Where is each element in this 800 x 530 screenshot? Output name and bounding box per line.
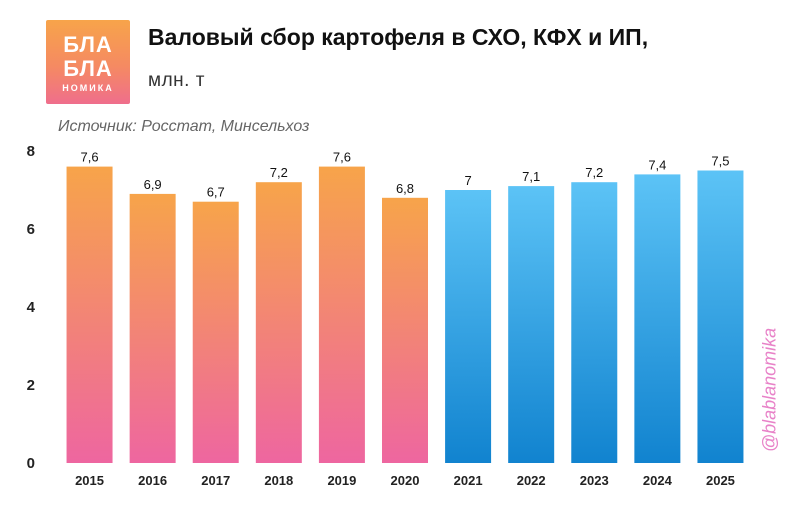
y-tick-label: 0	[27, 455, 35, 472]
value-label-2021: 7	[464, 173, 471, 188]
bar-2015	[66, 166, 113, 463]
x-tick-label-2023: 2023	[580, 473, 609, 488]
value-label-2017: 6,7	[207, 185, 225, 200]
logo-text-line3: НОМИКА	[62, 83, 114, 93]
bar-2021	[445, 190, 492, 463]
bar-2019	[318, 166, 365, 463]
bar-2018	[255, 182, 302, 463]
y-tick-label: 8	[27, 143, 35, 160]
logo-text-line1: БЛА	[63, 32, 113, 57]
bar-2017	[192, 201, 239, 463]
bar-2022	[508, 186, 555, 463]
bar-2020	[382, 197, 428, 464]
value-label-2016: 6,9	[144, 177, 162, 192]
value-label-2025: 7,5	[711, 154, 729, 169]
x-tick-label-2018: 2018	[264, 473, 293, 488]
value-label-2022: 7,1	[522, 169, 540, 184]
x-tick-label-2015: 2015	[75, 473, 104, 488]
y-tick-label: 6	[27, 221, 35, 238]
logo-text-line2: БЛА	[63, 56, 113, 81]
x-tick-label-2024: 2024	[643, 473, 673, 488]
value-label-2018: 7,2	[270, 165, 288, 180]
value-label-2019: 7,6	[333, 150, 351, 165]
blablanomika-logo: БЛА БЛА НОМИКА	[46, 20, 130, 104]
x-tick-label-2022: 2022	[517, 473, 546, 488]
x-tick-label-2021: 2021	[454, 473, 483, 488]
y-tick-label: 2	[27, 377, 35, 394]
x-tick-label-2019: 2019	[327, 473, 356, 488]
bar-2025	[697, 170, 744, 463]
chart-subtitle: млн. т	[148, 70, 205, 91]
x-tick-label-2025: 2025	[706, 473, 735, 488]
x-tick-label-2020: 2020	[391, 473, 420, 488]
value-label-2023: 7,2	[585, 165, 603, 180]
bar-2016	[129, 193, 176, 463]
chart-title: Валовый сбор картофеля в СХО, КФХ и ИП,	[148, 24, 649, 50]
value-label-2020: 6,8	[396, 181, 414, 196]
x-tick-label-2016: 2016	[138, 473, 167, 488]
x-tick-label-2017: 2017	[201, 473, 230, 488]
value-label-2015: 7,6	[81, 150, 99, 165]
bar-2024	[634, 174, 681, 463]
y-tick-label: 4	[27, 299, 36, 316]
bar-2023	[571, 182, 618, 463]
source-note: Источник: Росстат, Минсельхоз	[58, 118, 310, 135]
value-label-2024: 7,4	[648, 157, 666, 172]
